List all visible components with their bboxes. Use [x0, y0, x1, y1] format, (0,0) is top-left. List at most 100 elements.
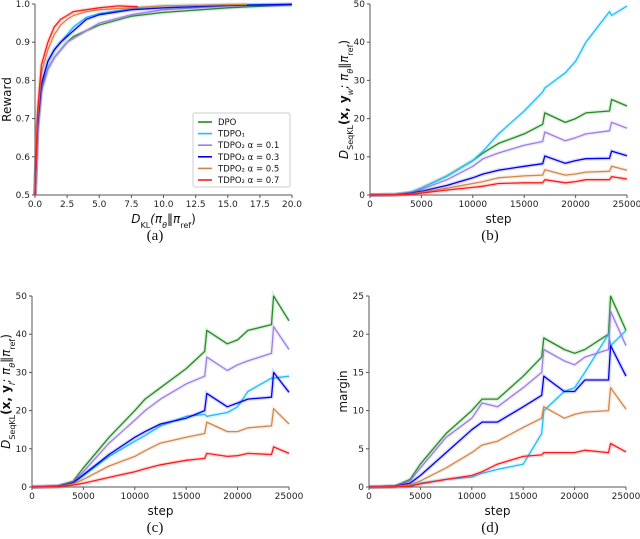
- x-tick-label: 5000: [409, 492, 432, 502]
- series-line-0: [31, 295, 290, 488]
- y-axis-label: DSeqKL(x, yw; πθ‖πref): [337, 40, 355, 159]
- x-tick-label: 15.0: [218, 200, 238, 210]
- series-line-4: [31, 408, 290, 488]
- y-axis-label: Reward: [0, 77, 14, 122]
- y-tick-label: 1.0: [16, 0, 31, 10]
- x-tick-label: 25000: [612, 492, 640, 502]
- x-axis-label: step: [486, 212, 512, 226]
- x-tick-label: 15000: [510, 200, 539, 210]
- series-line-4: [368, 387, 627, 488]
- label-segment: ‖π: [167, 212, 181, 226]
- x-tick-label: 2.5: [60, 200, 74, 210]
- panel-a: 0.0 2.5 5.0 7.5 10.0 12.5 15.0 17.5 20.0 0.5 0.6 0.…: [0, 0, 302, 244]
- label-segment: D: [131, 212, 140, 226]
- y-tick-label: 25: [353, 292, 364, 302]
- label-segment: l: [8, 382, 17, 385]
- legend-entry: TDPO₂ α = 0.7: [217, 176, 279, 186]
- series-line-5: [31, 446, 290, 488]
- series-band: [33, 3, 138, 196]
- x-tick-label: 25000: [613, 200, 640, 210]
- y-tick-label: 10: [354, 153, 366, 163]
- legend-entry: TDPO₂ α = 0.5: [217, 164, 279, 174]
- label-segment: θ: [162, 221, 167, 230]
- label-segment: SeqKL: [8, 414, 17, 439]
- legend-entry: TDPO₂ α = 0.1: [217, 141, 279, 151]
- x-tick-label: 12.5: [186, 200, 206, 210]
- label-segment: θ: [8, 363, 17, 368]
- series-band: [369, 4, 629, 197]
- series-line-3: [369, 150, 628, 196]
- label-segment: ): [191, 212, 196, 226]
- label-segment: θ: [346, 69, 355, 74]
- x-tick-label: 20000: [561, 200, 590, 210]
- label-segment: (x, y: [0, 385, 13, 415]
- series-line-2: [369, 121, 628, 196]
- series-line-0: [34, 4, 293, 196]
- y-axis-label: margin: [336, 370, 350, 412]
- y-axis-label: DSeqKL(x, yl; πθ‖πref): [0, 334, 17, 449]
- series-line-2: [368, 310, 627, 488]
- x-tick-label: 5000: [72, 492, 95, 502]
- y-tick-label: 50: [354, 0, 366, 10]
- y-tick-label: 30: [354, 76, 366, 86]
- y-tick-label: 10: [353, 407, 365, 417]
- y-tick-label: 40: [354, 38, 366, 48]
- label-segment: D: [0, 440, 13, 449]
- label-segment: ): [0, 334, 13, 339]
- series-line-2: [34, 3, 293, 196]
- x-axis-label: DKL(πθ‖πref): [131, 212, 196, 230]
- y-tick-label: 30: [16, 368, 28, 378]
- series-line-3: [31, 371, 290, 488]
- series-band: [31, 404, 291, 489]
- y-tick-label: 0.8: [16, 76, 31, 86]
- series-line-5: [369, 442, 627, 488]
- y-tick-label: 0.9: [16, 38, 31, 48]
- label-segment: ‖π: [337, 55, 351, 69]
- y-tick-label: 20: [353, 330, 365, 340]
- y-tick-label: 0: [21, 483, 27, 493]
- label-segment: ): [337, 40, 351, 45]
- x-tick-label: 10000: [457, 492, 486, 502]
- x-tick-label: 25000: [275, 492, 304, 502]
- label-segment: Reward: [0, 77, 14, 122]
- label-segment: D: [337, 150, 351, 159]
- x-tick-label: 15000: [172, 492, 201, 502]
- series-line-3: [34, 3, 293, 196]
- x-tick-label: 5.0: [92, 200, 107, 210]
- label-segment: margin: [336, 370, 350, 412]
- y-tick-label: 0.7: [16, 115, 30, 125]
- label-segment: ref: [346, 44, 355, 55]
- legend-entry: TDPO₁: [217, 130, 245, 140]
- x-tick-label: 10.0: [153, 200, 173, 210]
- label-segment: SeqKL: [346, 125, 355, 150]
- x-tick-label: 20.0: [282, 200, 302, 210]
- series-band: [368, 382, 628, 489]
- x-tick-label: 0: [367, 200, 373, 210]
- y-tick-label: 20: [354, 115, 366, 125]
- series-line-1: [369, 329, 627, 488]
- y-tick-label: 50: [16, 292, 28, 302]
- y-tick-label: 0: [359, 191, 365, 201]
- x-tick-label: 0.0: [28, 200, 43, 210]
- y-tick-label: 15: [353, 368, 364, 378]
- series-band: [31, 374, 290, 489]
- y-tick-label: 40: [16, 330, 28, 340]
- label-segment: ; π: [337, 73, 351, 89]
- series-line-2: [31, 325, 290, 488]
- x-tick-label: 10000: [120, 492, 149, 502]
- series-band: [368, 295, 628, 489]
- label-segment: step: [486, 212, 512, 226]
- x-tick-label: 10000: [458, 200, 487, 210]
- label-segment: w: [346, 88, 355, 95]
- panel-d: 0 5000 10000 15000 20000 25000 0 5 10 15 20 25 step m…: [336, 292, 640, 536]
- x-tick-label: 5000: [410, 200, 433, 210]
- y-tick-label: 0: [358, 483, 364, 493]
- legend-box: [192, 112, 291, 188]
- y-tick-label: 0.5: [16, 191, 30, 201]
- label-segment: (π: [150, 212, 163, 226]
- series-line-5: [34, 5, 138, 196]
- label-segment: ‖π: [0, 349, 13, 363]
- y-tick-label: 0.6: [16, 153, 31, 163]
- label-segment: KL: [140, 221, 150, 230]
